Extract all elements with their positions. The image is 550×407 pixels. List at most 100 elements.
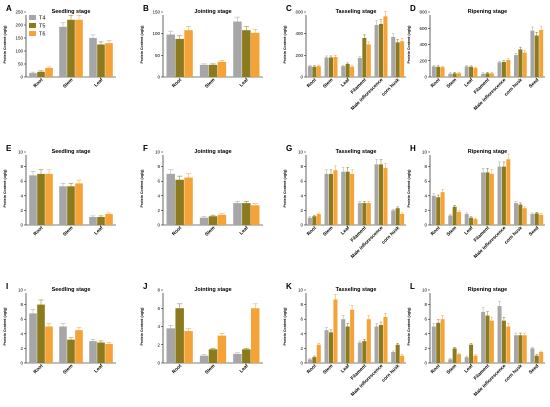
x-tick-label: Stem — [322, 77, 335, 90]
panel-letter: A — [6, 4, 12, 13]
bar-h-t4-3 — [481, 172, 486, 225]
legend-swatch-t6 — [29, 31, 36, 36]
x-tick-label: Seed — [528, 363, 540, 375]
x-tick-label: corn husk — [503, 225, 524, 246]
bar-d-t6-3 — [489, 73, 494, 77]
bar-l-t5-5 — [518, 335, 523, 363]
legend-swatch-t4 — [29, 15, 36, 20]
bar-h-t4-1 — [448, 215, 453, 225]
bar-h-t5-4 — [501, 166, 506, 225]
panel-i: I Seedling stage Protein Content (ug/g) 0 2 4… — [3, 282, 116, 376]
bar-l-t6-4 — [506, 326, 511, 363]
chart-title: Seedling stage — [52, 9, 91, 15]
y-tick-label: 4 — [300, 193, 303, 198]
y-tick-label: 2 — [300, 208, 303, 213]
y-tick-label: 2 — [424, 208, 427, 213]
bar-i-t5-1 — [67, 339, 75, 363]
y-tick-label: 4 — [424, 331, 427, 336]
bar-k-t6-4 — [383, 317, 388, 363]
y-axis-label: Protein Content (ug/g) — [3, 25, 7, 64]
bar-c-t4-2 — [341, 66, 346, 77]
y-axis-label: Protein Content (ug/g) — [407, 169, 411, 208]
bar-d-t4-5 — [513, 55, 518, 77]
x-tick-label: Seed — [528, 225, 540, 237]
panel-l: L Ripening stage Protein Content (ug/g) 0 2 4… — [407, 282, 545, 398]
bar-h-t5-1 — [452, 206, 457, 225]
bar-e-t5-0 — [37, 173, 45, 225]
bar-d-t5-5 — [518, 49, 523, 77]
x-tick-label: Leaf — [463, 77, 475, 89]
chart-title: Tasseling stage — [336, 9, 377, 15]
bar-c-t6-1 — [333, 56, 338, 77]
y-axis-label: Protein Content (ug/g) — [3, 169, 7, 208]
y-tick-label: 0 — [20, 361, 23, 366]
bar-h-t6-4 — [506, 159, 511, 225]
bar-j-t6-0 — [184, 331, 193, 363]
panel-b: B Jointing stage Protein Content (ug/g) 0 50… — [140, 4, 263, 90]
bar-d-t4-6 — [530, 30, 535, 77]
x-tick-label: Stem — [322, 363, 335, 376]
y-tick-label: 8 — [157, 288, 160, 293]
y-tick-label: 6 — [20, 179, 23, 184]
panel-g: G Tasseling stage Protein Content (ug/g) 0 2… — [283, 144, 406, 260]
bar-f-t5-1 — [208, 216, 218, 225]
x-tick-label: Leaf — [93, 363, 105, 375]
panel-letter: D — [410, 4, 416, 13]
bar-g-t6-5 — [400, 214, 405, 225]
x-tick-label: Stem — [204, 225, 217, 238]
bar-i-t6-2 — [105, 344, 113, 363]
y-tick-label: 8 — [157, 164, 160, 169]
chart-title: Tasseling stage — [336, 149, 377, 155]
bar-b-t5-0 — [175, 38, 184, 77]
bar-l-t4-4 — [497, 306, 502, 363]
bar-h-t6-1 — [457, 211, 462, 225]
bar-a-t5-1 — [67, 19, 75, 77]
x-tick-label: Root — [171, 77, 183, 89]
bar-f-t6-2 — [250, 205, 260, 225]
y-axis-label: Protein Content (ug/g) — [407, 25, 411, 64]
y-tick-label: 2 — [20, 346, 23, 351]
y-tick-label: 0 — [424, 75, 427, 80]
bar-l-t4-5 — [513, 335, 518, 363]
bar-i-t5-0 — [37, 304, 45, 363]
bar-d-t6-1 — [457, 73, 462, 77]
y-tick-label: 250 — [15, 10, 23, 15]
y-axis-label: Protein Content (ug/g) — [3, 307, 7, 346]
bar-h-t4-5 — [513, 203, 518, 225]
x-tick-label: Stem — [62, 363, 75, 376]
bar-g-t5-4 — [378, 164, 384, 225]
bar-f-t5-0 — [175, 179, 184, 225]
bar-f-t6-0 — [184, 177, 193, 225]
legend-label: T5 — [39, 24, 45, 30]
bar-f-t5-2 — [242, 203, 251, 225]
bar-l-t4-0 — [431, 326, 436, 363]
bar-k-t6-5 — [400, 355, 405, 363]
bar-h-t4-4 — [497, 166, 502, 225]
bar-k-t6-2 — [350, 309, 355, 363]
y-tick-label: 200 — [295, 53, 303, 58]
y-tick-label: 0 — [300, 75, 303, 80]
y-tick-label: 4 — [20, 331, 23, 336]
bar-c-t5-1 — [328, 57, 334, 77]
bar-i-t4-2 — [89, 341, 97, 363]
bar-h-t4-0 — [431, 195, 436, 225]
bar-g-t4-5 — [391, 210, 396, 225]
y-tick-label: 8 — [20, 302, 23, 307]
bar-k-t6-3 — [366, 319, 371, 363]
bar-c-t6-2 — [350, 66, 355, 77]
bar-e-t4-1 — [59, 186, 67, 225]
bar-c-t5-0 — [312, 66, 317, 77]
y-axis-label: Protein Content (ug/g) — [140, 169, 144, 208]
x-tick-label: Stem — [62, 77, 75, 90]
bar-h-t4-2 — [464, 214, 469, 225]
y-tick-label: 10 — [298, 150, 304, 155]
bar-l-t6-3 — [489, 320, 494, 363]
bar-h-t5-6 — [534, 213, 539, 225]
bar-d-t5-1 — [452, 73, 457, 77]
bar-c-t4-1 — [324, 57, 329, 77]
bar-c-t4-3 — [357, 58, 362, 77]
y-tick-label: 150 — [15, 36, 23, 41]
y-tick-label: 2 — [424, 346, 427, 351]
bar-l-t4-1 — [448, 359, 453, 363]
panel-letter: I — [6, 282, 8, 291]
